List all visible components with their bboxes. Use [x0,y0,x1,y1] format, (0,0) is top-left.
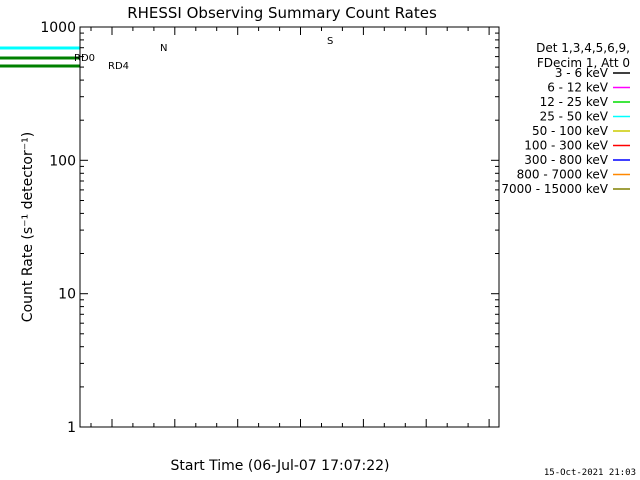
state-label-s: S [327,36,333,47]
state-label-rd4: RD4 [108,61,129,72]
legend-title-line-2: FDecim 1, Att 0 [537,56,630,70]
legend-label-300-800-kev: 300 - 800 keV [524,153,608,167]
legend-label-25-50-kev: 25 - 50 keV [540,110,609,124]
legend-label-50-100-kev: 50 - 100 keV [532,124,609,138]
chart-title: RHESSI Observing Summary Count Rates [127,4,437,22]
y-tick-label: 1 [67,420,76,436]
legend-label-800-7000-kev: 800 - 7000 keV [517,168,609,182]
y-axis-label: Count Rate (s⁻¹ detector⁻¹) [20,132,36,322]
legend-title-line-1: Det 1,3,4,5,6,9, [536,41,630,55]
state-bars: N S RD0 RD4 [0,36,333,72]
state-label-rd0: RD0 [74,53,95,64]
y-axis-ticks: 1 10 100 1000 [40,20,499,436]
x-axis-ticks: 17:1517:3017:4518:0018:1518:3018:45 [90,27,490,427]
legend-label-7000-15000-kev: 7000 - 15000 keV [501,182,608,196]
state-label-n: N [160,43,167,54]
y-tick-label: 1000 [40,20,76,36]
legend-label-12-25-kev: 12 - 25 keV [540,95,609,109]
plot-frame [79,26,500,428]
legend-label-6-12-kev: 6 - 12 keV [547,81,609,95]
y-tick-label: 100 [49,153,76,169]
y-tick-label: 10 [58,287,76,303]
legend: Det 1,3,4,5,6,9, FDecim 1, Att 0 3 - 6 k… [501,41,630,196]
legend-label-3-6-kev: 3 - 6 keV [555,66,609,80]
x-axis-label: Start Time (06-Jul-07 17:07:22) [170,458,389,474]
footer-date: 15-Oct-2021 21:03 [544,468,636,478]
legend-label-100-300-kev: 100 - 300 keV [524,139,608,153]
